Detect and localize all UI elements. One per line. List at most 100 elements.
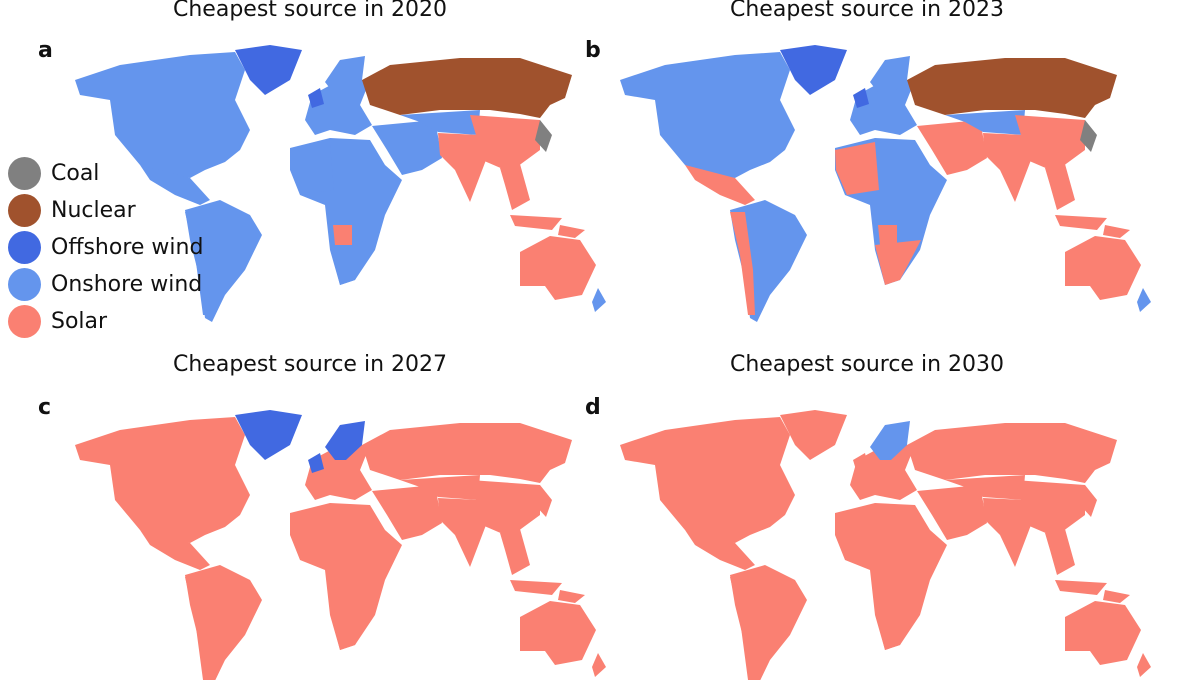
legend-item-offshore: Offshore wind <box>8 229 203 266</box>
region-southeast-asia <box>510 215 562 230</box>
region-scandinavia <box>870 421 910 460</box>
region-south-asia <box>438 133 486 202</box>
region-russia <box>362 423 572 483</box>
region-south-asia <box>983 498 1031 567</box>
region-south-america-west <box>730 212 755 315</box>
region-greenland <box>235 410 302 460</box>
region-australia <box>520 236 596 300</box>
legend-label: Coal <box>51 161 100 186</box>
panel-b-label: b <box>585 38 601 63</box>
legend-item-nuclear: Nuclear <box>8 192 203 229</box>
region-central-america <box>685 165 755 205</box>
region-north-america <box>75 417 250 543</box>
region-new-zealand <box>1137 653 1151 677</box>
legend-label: Solar <box>51 309 108 334</box>
region-central-asia <box>400 475 480 500</box>
region-africa-south <box>875 240 921 285</box>
region-central-asia <box>945 110 1025 135</box>
region-southeast-asia <box>1045 529 1075 575</box>
region-southeast-asia <box>1055 580 1107 595</box>
legend-item-solar: Solar <box>8 303 203 340</box>
region-southeast-asia <box>1055 215 1107 230</box>
panel-b-title: Cheapest source in 2023 <box>730 0 1004 22</box>
region-scandinavia <box>325 421 365 460</box>
region-australia <box>1065 236 1141 300</box>
region-north-america <box>620 52 795 178</box>
panel-d-label: d <box>585 395 601 420</box>
region-south-asia <box>983 133 1031 202</box>
region-south-america-west <box>730 577 755 680</box>
region-east-asia <box>470 115 540 172</box>
legend-swatch-coal <box>8 157 41 190</box>
region-middle-east <box>917 120 987 175</box>
region-north-america <box>75 52 250 178</box>
region-southeast-asia <box>558 225 585 238</box>
region-middle-east <box>917 485 987 540</box>
legend-label: Nuclear <box>51 198 136 223</box>
panel-c-label: c <box>38 395 52 420</box>
region-uk <box>308 88 324 108</box>
region-australia <box>520 601 596 665</box>
region-central-america <box>140 530 210 570</box>
region-south-america-west <box>185 212 210 315</box>
region-middle-east <box>372 120 442 175</box>
region-southeast-asia <box>1045 164 1075 210</box>
region-europe <box>850 445 917 500</box>
region-new-zealand <box>592 653 606 677</box>
region-east-asia <box>1015 480 1085 537</box>
region-southeast-asia <box>1103 590 1130 603</box>
map-panel-d <box>620 410 1151 680</box>
region-central-america <box>685 530 755 570</box>
region-central-asia <box>945 475 1025 500</box>
region-russia <box>362 58 572 118</box>
region-australia <box>1065 601 1141 665</box>
region-africa-south <box>330 240 376 285</box>
region-angola <box>333 225 352 245</box>
region-japan-korea <box>1080 485 1097 517</box>
region-new-zealand <box>1137 288 1151 312</box>
legend-label: Offshore wind <box>51 235 204 260</box>
region-angola <box>333 590 352 610</box>
legend-swatch-offshore <box>8 231 41 264</box>
legend-swatch-onshore <box>8 268 41 301</box>
region-southeast-asia <box>500 529 530 575</box>
region-japan-korea <box>535 485 552 517</box>
region-japan-korea <box>535 120 552 152</box>
map-panel-a <box>75 45 606 322</box>
region-scandinavia <box>325 56 365 95</box>
legend-label: Onshore wind <box>51 272 203 297</box>
panel-d-title: Cheapest source in 2030 <box>730 352 1004 377</box>
region-scandinavia <box>870 56 910 95</box>
region-new-zealand <box>592 288 606 312</box>
region-europe <box>305 80 372 135</box>
region-southeast-asia <box>510 580 562 595</box>
region-uk <box>853 453 869 473</box>
region-africa-west <box>290 142 334 195</box>
region-europe <box>850 80 917 135</box>
region-southeast-asia <box>500 164 530 210</box>
region-south-asia <box>438 498 486 567</box>
panel-a-title: Cheapest source in 2020 <box>173 0 447 22</box>
region-uk <box>853 88 869 108</box>
region-greenland <box>780 410 847 460</box>
region-greenland <box>780 45 847 95</box>
region-east-asia <box>1015 115 1085 172</box>
region-middle-east <box>372 485 442 540</box>
region-north-america <box>620 417 795 543</box>
legend-swatch-nuclear <box>8 194 41 227</box>
region-russia <box>907 423 1117 483</box>
region-russia <box>907 58 1117 118</box>
map-panel-c <box>75 410 606 680</box>
region-south-america-west <box>185 577 210 680</box>
region-southeast-asia <box>558 590 585 603</box>
region-uk <box>308 453 324 473</box>
region-angola <box>878 590 897 610</box>
region-southeast-asia <box>1103 225 1130 238</box>
map-panel-b <box>620 45 1151 322</box>
region-central-america <box>140 165 210 205</box>
region-africa-south <box>875 605 921 650</box>
region-europe <box>305 445 372 500</box>
legend: Coal Nuclear Offshore wind Onshore wind … <box>8 155 203 340</box>
region-angola <box>878 225 897 245</box>
